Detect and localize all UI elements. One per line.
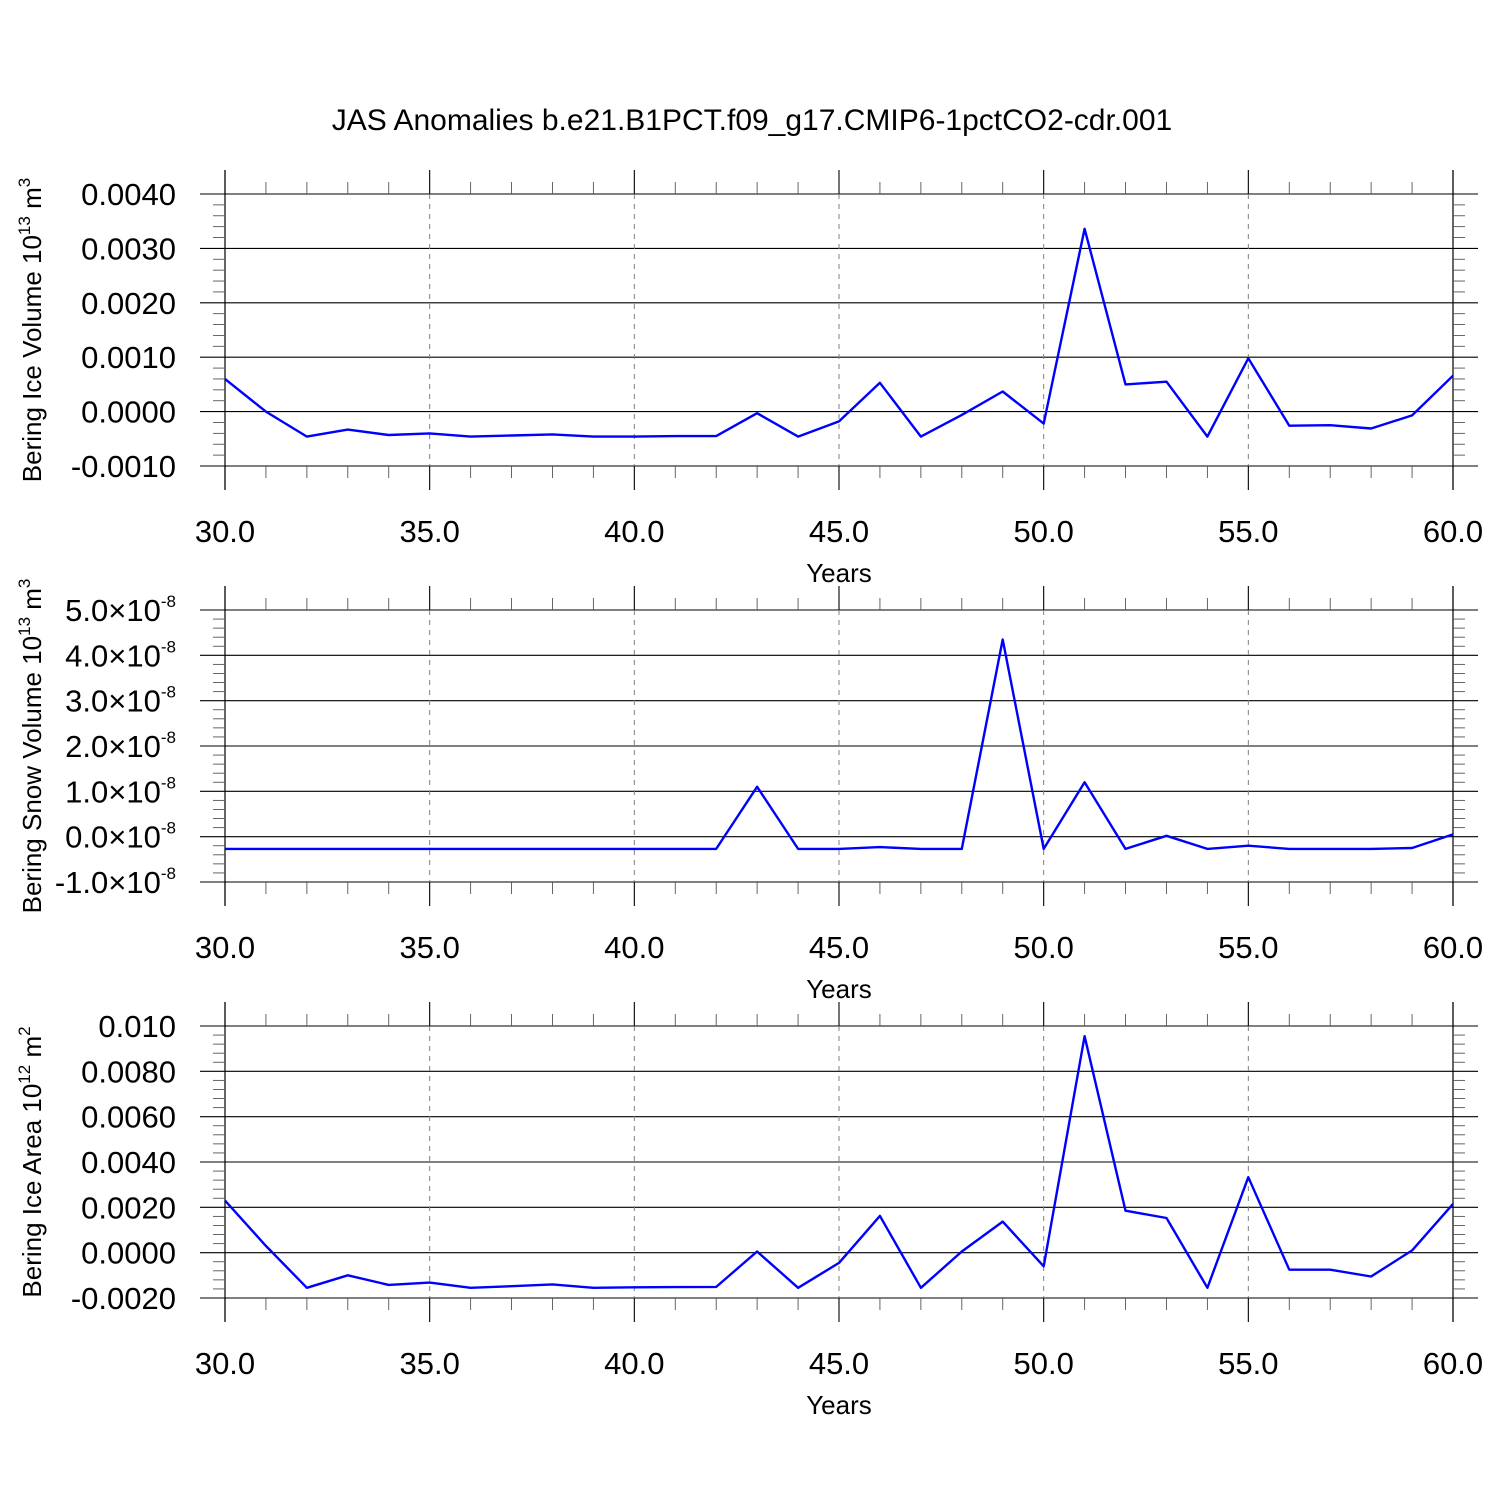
series-line — [224, 1034, 1454, 1290]
y-axis-label: Bering Ice Area 1012 m2 — [15, 1026, 47, 1297]
x-tick-label: 45.0 — [809, 514, 869, 549]
x-tick-label: 60.0 — [1423, 514, 1483, 549]
x-tick-label: 30.0 — [195, 1346, 255, 1381]
y-tick-label: 2.0×10-8 — [65, 728, 176, 764]
y-tick-label: -0.0010 — [71, 449, 176, 484]
x-tick-label: 55.0 — [1218, 930, 1278, 965]
x-tick-label: 55.0 — [1218, 514, 1278, 549]
y-tick-label: 0.0080 — [81, 1054, 176, 1089]
x-tick-label: 45.0 — [809, 930, 869, 965]
y-tick-label: 3.0×10-8 — [65, 683, 176, 719]
y-tick-label: -1.0×10-8 — [55, 864, 176, 900]
x-tick-label: 30.0 — [195, 930, 255, 965]
x-tick-label: 35.0 — [399, 930, 459, 965]
y-tick-label: 0.0000 — [81, 395, 176, 430]
x-tick-label: 60.0 — [1423, 930, 1483, 965]
y-tick-label: 1.0×10-8 — [65, 773, 176, 809]
x-tick-label: 60.0 — [1423, 1346, 1483, 1381]
x-tick-label: 30.0 — [195, 514, 255, 549]
panel-2: 30.0 35.0 40.0 45.0 50.0 55.0 60.0 -1.0×10-8 0.0… — [15, 579, 1483, 1004]
y-tick-label: 0.0040 — [81, 1145, 176, 1180]
panel-3: 30.0 35.0 40.0 45.0 50.0 55.0 60.0 -0.0020 0.000… — [15, 1002, 1483, 1420]
y-axis-label: Bering Snow Volume 1013 m3 — [15, 579, 47, 914]
y-tick-label: 0.0020 — [81, 286, 176, 321]
chart-title: JAS Anomalies b.e21.B1PCT.f09_g17.CMIP6-… — [332, 104, 1172, 137]
x-axis-label: Years — [806, 558, 872, 588]
series-line — [224, 227, 1454, 438]
x-tick-label: 40.0 — [604, 1346, 664, 1381]
x-tick-label: 50.0 — [1013, 514, 1073, 549]
panel-1: 30.0 35.0 40.0 45.0 50.0 55.0 60.0 -0.0010 0.000… — [15, 170, 1483, 588]
x-tick-label: 40.0 — [604, 930, 664, 965]
y-tick-label: 0.010 — [98, 1009, 176, 1044]
x-tick-label: 55.0 — [1218, 1346, 1278, 1381]
x-tick-label: 50.0 — [1013, 930, 1073, 965]
y-tick-label: 0.0000 — [81, 1236, 176, 1271]
x-tick-label: 35.0 — [399, 1346, 459, 1381]
x-axis-label: Years — [806, 1390, 872, 1420]
series-line — [225, 638, 1454, 851]
x-tick-label: 40.0 — [604, 514, 664, 549]
x-tick-label: 50.0 — [1013, 1346, 1073, 1381]
y-tick-label: 0.0010 — [81, 340, 176, 375]
y-tick-label: 0.0040 — [81, 177, 176, 212]
y-tick-label: 0.0×10-8 — [65, 819, 176, 855]
y-tick-label: -0.0020 — [71, 1281, 176, 1316]
y-tick-label: 0.0020 — [81, 1190, 176, 1225]
y-tick-label: 5.0×10-8 — [65, 592, 176, 628]
y-axis-label: Bering Ice Volume 1013 m3 — [15, 178, 47, 482]
y-tick-label: 0.0030 — [81, 231, 176, 266]
x-axis-label: Years — [806, 974, 872, 1004]
y-tick-label: 4.0×10-8 — [65, 637, 176, 673]
y-tick-label: 0.0060 — [81, 1100, 176, 1135]
x-tick-label: 35.0 — [399, 514, 459, 549]
x-tick-label: 45.0 — [809, 1346, 869, 1381]
